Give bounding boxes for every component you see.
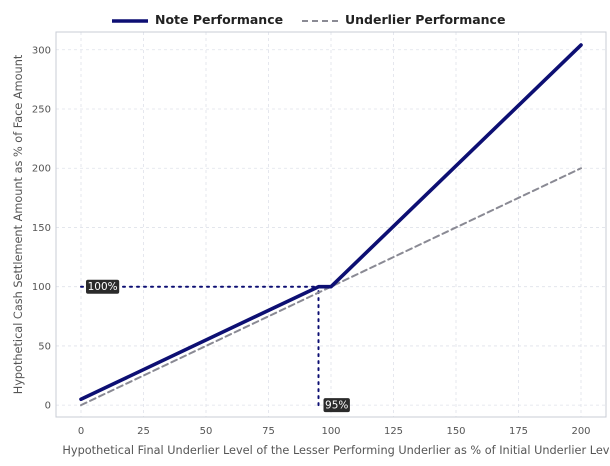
plot-frame [55, 31, 607, 418]
legend-item-underlier: Underlier Performance [302, 9, 505, 29]
series-lines [79, 43, 583, 407]
legend-swatch-note [112, 10, 148, 29]
y-tick-label: 150 [32, 223, 51, 234]
annotation-labels: 100% 95% [86, 279, 350, 413]
annotation-text: 95% [325, 400, 348, 412]
annotation-label: 100% [86, 279, 120, 294]
x-tick-label: 200 [571, 426, 590, 437]
annotation-label: 95% [323, 398, 350, 413]
annotation-guides [80, 285, 320, 407]
x-tick-label: 0 [78, 426, 84, 437]
annotation-box [86, 279, 120, 294]
x-axis-label: Hypothetical Final Underlier Level of th… [62, 444, 610, 457]
y-tick-label: 200 [32, 164, 51, 175]
legend: Note Performance Underlier Performance [0, 9, 610, 29]
legend-item-note: Note Performance [112, 9, 283, 29]
annotation-text: 100% [88, 281, 118, 293]
y-axis-label: Hypothetical Cash Settlement Amount as %… [12, 54, 25, 394]
y-tick-label: 50 [38, 341, 51, 352]
x-tick-label: 50 [200, 426, 213, 437]
x-tick-label: 150 [446, 426, 465, 437]
x-tick-label: 100 [321, 426, 340, 437]
legend-swatch-underlier [302, 10, 338, 29]
y-tick-label: 100 [32, 282, 51, 293]
series-line-note [79, 43, 583, 402]
x-tick-label: 175 [509, 426, 528, 437]
x-tick-label: 75 [262, 426, 275, 437]
y-tick-label: 250 [32, 105, 51, 116]
y-tick-label: 0 [45, 401, 51, 412]
axis-ticks: 0 25 50 75 100 125 150 175 200 0 50 100 150 200 250 300 [32, 45, 591, 437]
legend-label-note: Note Performance [155, 11, 284, 27]
annotation-box [323, 398, 350, 413]
y-tick-label: 300 [32, 45, 51, 56]
legend-label-underlier: Underlier Performance [345, 11, 506, 27]
x-tick-label: 25 [137, 426, 150, 437]
x-tick-label: 125 [384, 426, 403, 437]
grid [56, 32, 606, 417]
